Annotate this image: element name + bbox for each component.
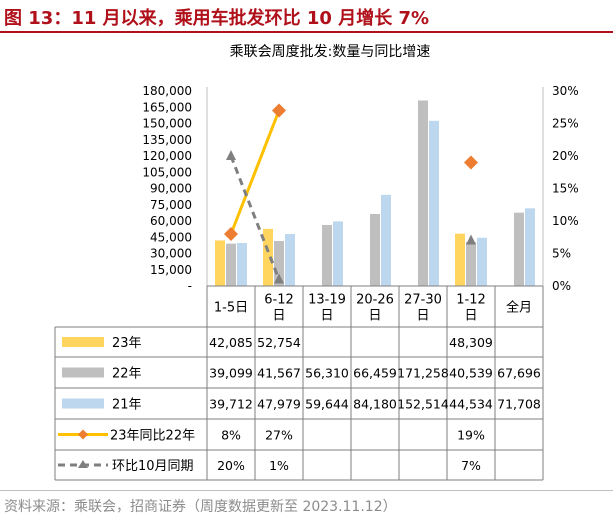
- table-value: 8%: [221, 428, 241, 443]
- right-axis-tick-label: 10%: [552, 214, 579, 228]
- figure-source: 资料来源：乘联会，招商证券（周度数据更新至 2023.11.12）: [4, 499, 397, 515]
- bar-21年: [525, 208, 535, 286]
- bar-21年: [429, 120, 439, 287]
- chart: 乘联会周度批发:数量与同比增速 - 15,000 30,000 45,000 60,000…: [54, 44, 579, 481]
- left-axis-tick-label: 75,000: [150, 198, 192, 212]
- bar-23年: [263, 228, 273, 286]
- diamond-marker: [224, 227, 238, 241]
- category-label: 13-19: [308, 293, 346, 308]
- right-axis-tick-label: 30%: [552, 84, 579, 98]
- triangle-marker: [466, 234, 476, 245]
- right-axis-tick-label: 5%: [552, 247, 571, 261]
- left-axis-tick-label: 30,000: [150, 247, 192, 261]
- bar-22年: [370, 214, 380, 286]
- table-value: 39,099: [209, 366, 253, 381]
- source-rule: [0, 490, 613, 491]
- chart-title: 乘联会周度批发:数量与同比增速: [230, 44, 431, 60]
- bar-21年: [477, 237, 487, 286]
- bar-22年: [274, 240, 284, 286]
- legend-triangle-marker: [78, 460, 88, 468]
- figure-title: 图 13：11 月以来，乘用车批发环比 10 月增长 7%: [4, 8, 430, 29]
- bar-21年: [333, 221, 343, 286]
- diamond-marker: [272, 103, 286, 118]
- left-axis-tick-label: 150,000: [142, 117, 192, 131]
- category-label: 全月: [506, 300, 532, 316]
- table-value: 44,534: [449, 397, 493, 412]
- category-label: 1-12: [456, 293, 486, 308]
- category-label: 日: [320, 309, 333, 324]
- right-axis-tick-label: 20%: [552, 149, 579, 163]
- left-axis-tick-label: 120,000: [142, 149, 192, 163]
- triangle-marker: [226, 150, 236, 160]
- table-value: 84,180: [353, 397, 397, 412]
- bar-22年: [322, 224, 332, 286]
- table-value: 20%: [217, 458, 245, 473]
- table-value: 7%: [461, 458, 481, 473]
- category-label: 6-12: [264, 293, 294, 308]
- bar-21年: [381, 194, 391, 286]
- figure-header: 图 13：11 月以来，乘用车批发环比 10 月增长 7%: [0, 0, 613, 34]
- table-value: 40,539: [449, 366, 493, 381]
- left-axis-tick-label: 15,000: [150, 263, 192, 277]
- left-axis-tick-label: 165,000: [142, 100, 192, 114]
- series-line-23年同比22年: [229, 109, 281, 235]
- bar-23年: [215, 240, 225, 286]
- right-axis-tick-label: 15%: [552, 182, 579, 196]
- legend-diamond-marker: [78, 429, 88, 440]
- category-label: 20-26: [356, 293, 394, 308]
- legend-label: 21年: [112, 398, 142, 413]
- bar-23年: [455, 233, 465, 286]
- legend-label: 22年: [112, 367, 142, 382]
- left-axis-tick-label: -: [188, 279, 192, 293]
- series-line-环比10月同期: [229, 155, 281, 281]
- table-value: 56,310: [305, 366, 349, 381]
- table-value: 39,712: [209, 397, 253, 412]
- category-label: 日: [416, 309, 429, 324]
- category-label: 日: [464, 309, 477, 324]
- bar-22年: [418, 100, 428, 287]
- table-value: 47,979: [257, 397, 301, 412]
- legend-label: 23年同比22年: [110, 429, 195, 444]
- table-value: 67,696: [497, 366, 541, 381]
- category-label: 27-30: [404, 293, 442, 308]
- table-value: 1%: [269, 458, 289, 473]
- table-value: 41,567: [257, 366, 301, 381]
- left-axis-tick-label: 45,000: [150, 230, 192, 244]
- left-axis-tick-label: 135,000: [142, 133, 192, 147]
- diamond-marker: [464, 155, 478, 170]
- table-value: 48,309: [449, 335, 493, 350]
- table-value: 71,708: [497, 397, 541, 412]
- table-value: 66,459: [353, 366, 397, 381]
- table-value: 27%: [265, 428, 293, 443]
- table-value: 59,644: [305, 397, 349, 412]
- category-label: 日: [368, 309, 381, 324]
- left-axis-tick-label: 90,000: [150, 182, 192, 196]
- category-label: 日: [272, 309, 285, 324]
- left-axis-tick-label: 105,000: [142, 165, 192, 179]
- right-axis-tick-label: 25%: [552, 117, 579, 131]
- left-axis-tick-label: 60,000: [150, 214, 192, 228]
- bar-22年: [226, 243, 236, 286]
- left-axis-tick-label: 180,000: [142, 84, 192, 98]
- right-axis-tick-label: 0%: [552, 279, 571, 293]
- table-value: 171,258: [397, 366, 449, 381]
- table-value: 42,085: [209, 335, 253, 350]
- table-value: 19%: [457, 428, 485, 443]
- legend-swatch-21年: [62, 398, 104, 409]
- legend-swatch-23年: [62, 337, 104, 347]
- bar-21年: [237, 242, 247, 286]
- table-value: 52,754: [257, 335, 301, 350]
- category-label: 1-5日: [214, 301, 248, 316]
- legend-swatch-22年: [62, 367, 104, 378]
- legend-label: 23年: [112, 336, 142, 351]
- bar-22年: [466, 242, 476, 286]
- triangle-marker: [274, 273, 284, 284]
- legend-label: 环比10月同期: [112, 459, 194, 474]
- title-rule: [0, 31, 613, 33]
- bar-22年: [514, 212, 524, 286]
- bar-21年: [285, 234, 295, 286]
- table-value: 152,514: [397, 397, 449, 412]
